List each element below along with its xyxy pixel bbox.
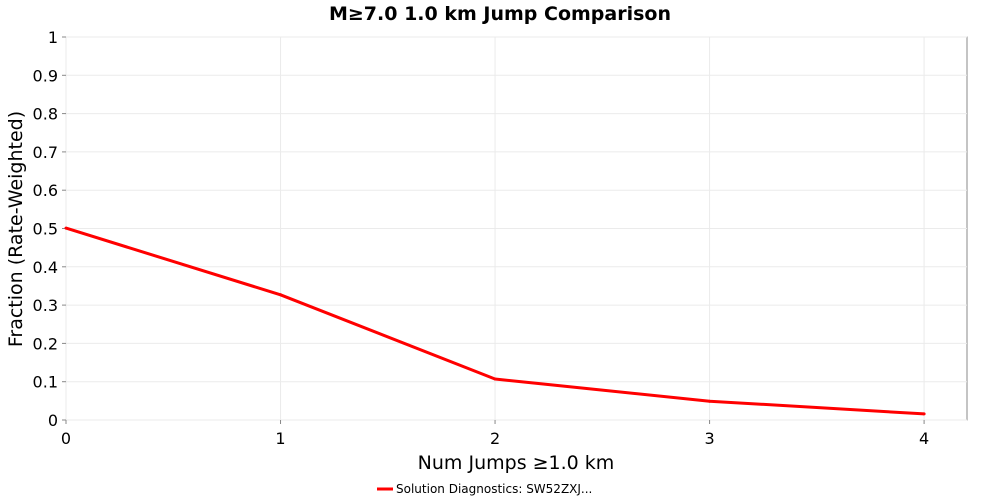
x-axis-ticks: 0 1 2 3 4 — [61, 420, 929, 448]
y-axis-ticks: 0 0.1 0.2 0.3 0.4 0.5 0.6 0.7 0.8 0.9 1 — [33, 28, 66, 430]
legend: Solution Diagnostics: SW52ZXJ... — [377, 482, 592, 496]
y-tick-label: 0.1 — [33, 373, 58, 392]
chart-title: M≥7.0 1.0 km Jump Comparison — [329, 3, 671, 25]
data-point — [708, 399, 712, 403]
x-tick-label: 0 — [61, 429, 71, 448]
data-point — [279, 293, 283, 297]
data-point — [922, 412, 926, 416]
x-axis-label: Num Jumps ≥1.0 km — [418, 452, 615, 474]
data-point — [493, 377, 497, 381]
series-group — [64, 226, 926, 416]
y-tick-label: 0.7 — [33, 143, 58, 162]
y-tick-label: 0.5 — [33, 220, 58, 239]
y-axis-label: Fraction (Rate-Weighted) — [5, 111, 27, 347]
y-tick-label: 0.8 — [33, 105, 58, 124]
x-tick-label: 3 — [704, 429, 714, 448]
y-tick-label: 1 — [48, 28, 58, 47]
y-tick-label: 0 — [48, 411, 58, 430]
y-tick-label: 0.6 — [33, 181, 58, 200]
legend-label: Solution Diagnostics: SW52ZXJ... — [396, 482, 592, 496]
y-tick-label: 0.9 — [33, 66, 58, 85]
y-tick-label: 0.3 — [33, 296, 58, 315]
x-tick-label: 2 — [490, 429, 500, 448]
y-tick-label: 0.4 — [33, 258, 58, 277]
x-tick-label: 4 — [919, 429, 929, 448]
x-tick-label: 1 — [275, 429, 285, 448]
data-point — [64, 226, 68, 230]
grid — [65, 36, 967, 421]
y-tick-label: 0.2 — [33, 334, 58, 353]
